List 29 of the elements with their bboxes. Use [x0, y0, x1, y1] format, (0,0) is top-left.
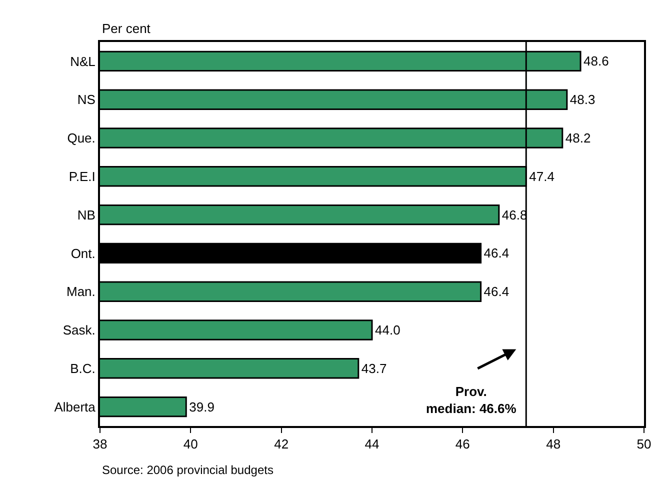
y-tick-label: Que.: [67, 130, 96, 146]
y-tick-label: Ont.: [70, 246, 96, 261]
x-tick-label: 42: [274, 436, 289, 452]
data-label: 46.4: [484, 284, 510, 300]
data-label: 43.7: [361, 360, 387, 376]
y-tick-label: NB: [77, 207, 96, 222]
y-tick-label: Man.: [66, 284, 96, 300]
data-label: 48.2: [565, 130, 591, 146]
x-tick-label: 44: [364, 436, 380, 452]
data-label: 48.3: [570, 92, 596, 108]
x-tick-label: 38: [92, 436, 108, 452]
data-label: 47.4: [529, 168, 554, 184]
y-tick-label: N&L: [70, 54, 96, 69]
data-label: 48.6: [584, 54, 609, 69]
y-tick-label: B.C.: [70, 360, 96, 376]
x-tick-label: 48: [546, 436, 561, 452]
x-tick-label: 46: [455, 436, 470, 452]
chart-title: Per cent: [102, 21, 151, 36]
data-label: 44.0: [375, 322, 400, 338]
y-tick-label: Alberta: [54, 399, 96, 414]
data-label: 46.4: [484, 246, 510, 261]
y-tick-label: Sask.: [62, 322, 96, 338]
x-tick-label: 40: [183, 436, 198, 452]
x-tick-label: 50: [636, 436, 652, 452]
data-label: 39.9: [189, 399, 214, 414]
y-tick-label: P.E.I: [68, 168, 96, 184]
source-note: Source: 2006 provincial budgets: [102, 463, 274, 477]
annotation: Prov. median: 46.6%: [426, 384, 517, 416]
y-tick-label: NS: [77, 92, 96, 108]
